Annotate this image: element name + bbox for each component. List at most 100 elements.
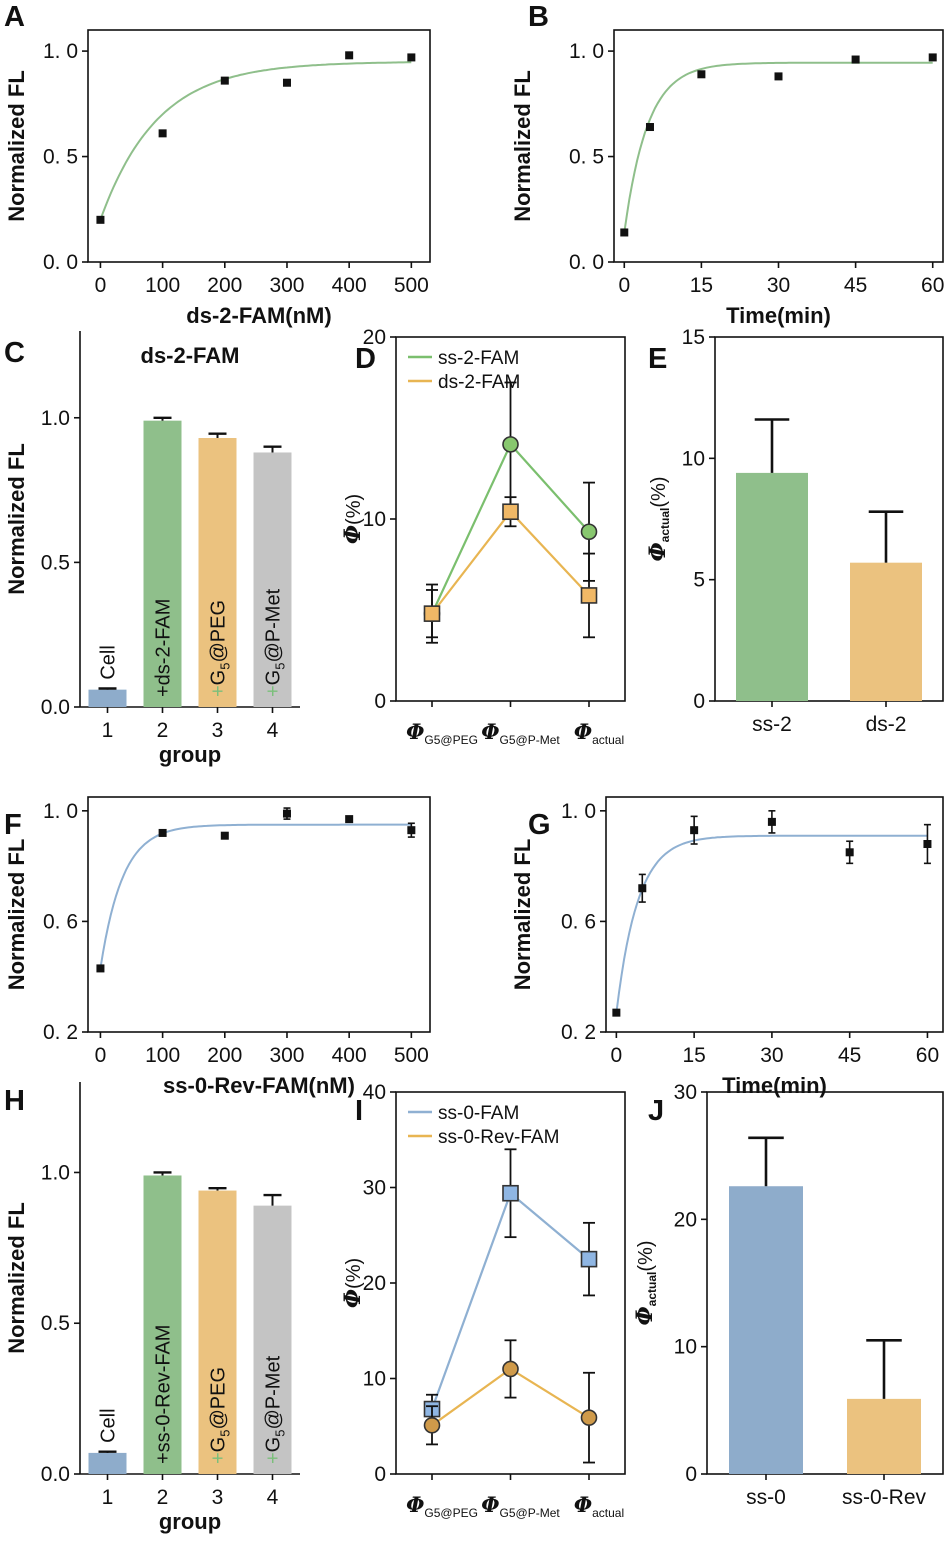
bar [143, 1175, 182, 1474]
legend-label: ss-0-FAM [438, 1103, 519, 1124]
chart-panel-e: ss-2 ds-2 0 5 10 15 Φactual(%) [645, 326, 944, 736]
x-tick-label: 0 [95, 1044, 107, 1067]
y-tick-label: 10 [363, 1368, 386, 1391]
bar [143, 420, 182, 707]
y-tick-label: 15 [682, 326, 705, 349]
series-marker [580, 1250, 598, 1268]
y-tick-label: 1. 0 [43, 800, 78, 823]
bar-label-main: G [208, 670, 230, 686]
y-tick-label: 30 [363, 1177, 386, 1200]
x-tick-label: 45 [844, 274, 867, 297]
phi-symbol: Φ [340, 525, 366, 544]
y-tick-label: 1.0 [41, 1161, 70, 1184]
y-tick-label: 0 [685, 1463, 697, 1486]
y-tick-label: 10 [682, 447, 705, 470]
series-marker [580, 587, 598, 604]
phi-subscript: actual [592, 1506, 624, 1520]
y-tick-label: 30 [674, 1081, 697, 1104]
panel-label: F [4, 809, 22, 841]
series-marker [502, 1360, 519, 1378]
chart-title: ds-2-FAM [141, 343, 240, 368]
bar-label-subscript: 5 [273, 1430, 288, 1437]
x-tick-label: 0 [618, 274, 630, 297]
x-tick-label: 500 [394, 274, 429, 297]
x-tick-label: 15 [690, 274, 713, 297]
panel-label: E [648, 343, 667, 375]
y-tick-label: 0. 6 [43, 910, 78, 933]
y-tick-label: 0.5 [41, 1312, 70, 1335]
x-tick-label: 4 [267, 719, 279, 742]
panel-label: I [355, 1095, 363, 1127]
y-tick-label: 0.5 [41, 551, 70, 574]
data-point [407, 53, 416, 62]
bar-label-subscript: 5 [218, 663, 233, 670]
x-axis-label: Time(min) [726, 303, 831, 328]
panel-label: B [528, 1, 549, 33]
x-tick-label: 2 [157, 1486, 169, 1509]
x-tick-label: 400 [332, 1044, 367, 1067]
bar [729, 1186, 803, 1474]
bar-label-main: Cell [98, 1408, 120, 1442]
chart-panel-b: 0 15 30 45 60 0. 0 0. 5 1. 0 Time(min) Normalized… [510, 29, 944, 328]
x-tick-label: 400 [332, 274, 367, 297]
x-tick-label: 2 [157, 719, 169, 742]
chart-panel-a: 0 100 200 300 400 500 0. 0 0. 5 1. 0 ds-2-FAM(nM)… [4, 29, 431, 328]
y-tick-label: 0 [374, 1463, 386, 1486]
bar-label-after: @P-Met [263, 1355, 285, 1429]
bar-label-after: @P-Met [263, 588, 285, 662]
bar-label: Cell [98, 645, 120, 679]
bar [88, 689, 127, 707]
plus-sign: + [153, 685, 175, 697]
x-tick-label: 1 [102, 719, 114, 742]
y-axis-label: Normalized FL [4, 839, 29, 991]
y-axis-label: Normalized FL [4, 70, 29, 222]
phi-symbol: Φ [481, 719, 499, 744]
y-tick-label: 0. 0 [43, 251, 78, 274]
y-tick-label: 0.0 [41, 696, 70, 719]
x-tick-label: ΦG5@PEG [406, 1492, 478, 1520]
y-tick-label: 0. 2 [43, 1021, 78, 1044]
y-label-unit: (%) [635, 1241, 657, 1272]
x-tick-label: 200 [207, 274, 242, 297]
data-point [645, 123, 654, 132]
x-tick-label: ss-0-Rev [842, 1486, 927, 1509]
data-point [158, 828, 167, 837]
y-tick-label: 20 [363, 1272, 386, 1295]
data-point [282, 78, 291, 87]
x-axis-label: group [159, 742, 221, 767]
y-tick-label: 20 [674, 1208, 697, 1231]
phi-symbol: Φ [574, 719, 592, 744]
phi-symbol: Φ [406, 719, 424, 744]
y-label-unit: (%) [648, 477, 670, 508]
x-axis-label: group [159, 1509, 221, 1534]
data-point [158, 129, 167, 138]
bar-label-main: G [263, 1437, 285, 1453]
bar-label: +ds-2-FAM [153, 599, 175, 697]
data-point [845, 848, 854, 857]
panel-label: H [4, 1085, 25, 1117]
bar [847, 1398, 921, 1474]
data-point [697, 70, 706, 79]
y-axis-label: Normalized FL [4, 443, 29, 595]
plus-sign: + [153, 1452, 175, 1464]
y-tick-label: 0.0 [41, 1463, 70, 1486]
data-point [851, 55, 860, 64]
x-tick-label: 0 [95, 274, 107, 297]
phi-subscript: G5@P-Met [500, 1506, 561, 1520]
phi-symbol: Φ [632, 1306, 658, 1325]
bar-label-after: @PEG [208, 1367, 230, 1430]
bar-label-after: @PEG [208, 600, 230, 663]
y-label-unit: (%) [343, 1258, 365, 1289]
phi-symbol: Φ [574, 1492, 592, 1517]
y-tick-label: 10 [674, 1336, 697, 1359]
series-marker [580, 523, 598, 541]
y-tick-label: 20 [363, 326, 386, 349]
bar-label-subscript: 5 [218, 1430, 233, 1437]
bar [88, 1452, 127, 1474]
x-tick-label: 200 [207, 1044, 242, 1067]
x-tick-label: 0 [611, 1044, 623, 1067]
fit-curve [615, 834, 928, 1013]
y-tick-label: 0. 2 [561, 1021, 596, 1044]
y-tick-label: 0. 5 [569, 146, 604, 169]
y-tick-label: 1. 0 [569, 40, 604, 63]
